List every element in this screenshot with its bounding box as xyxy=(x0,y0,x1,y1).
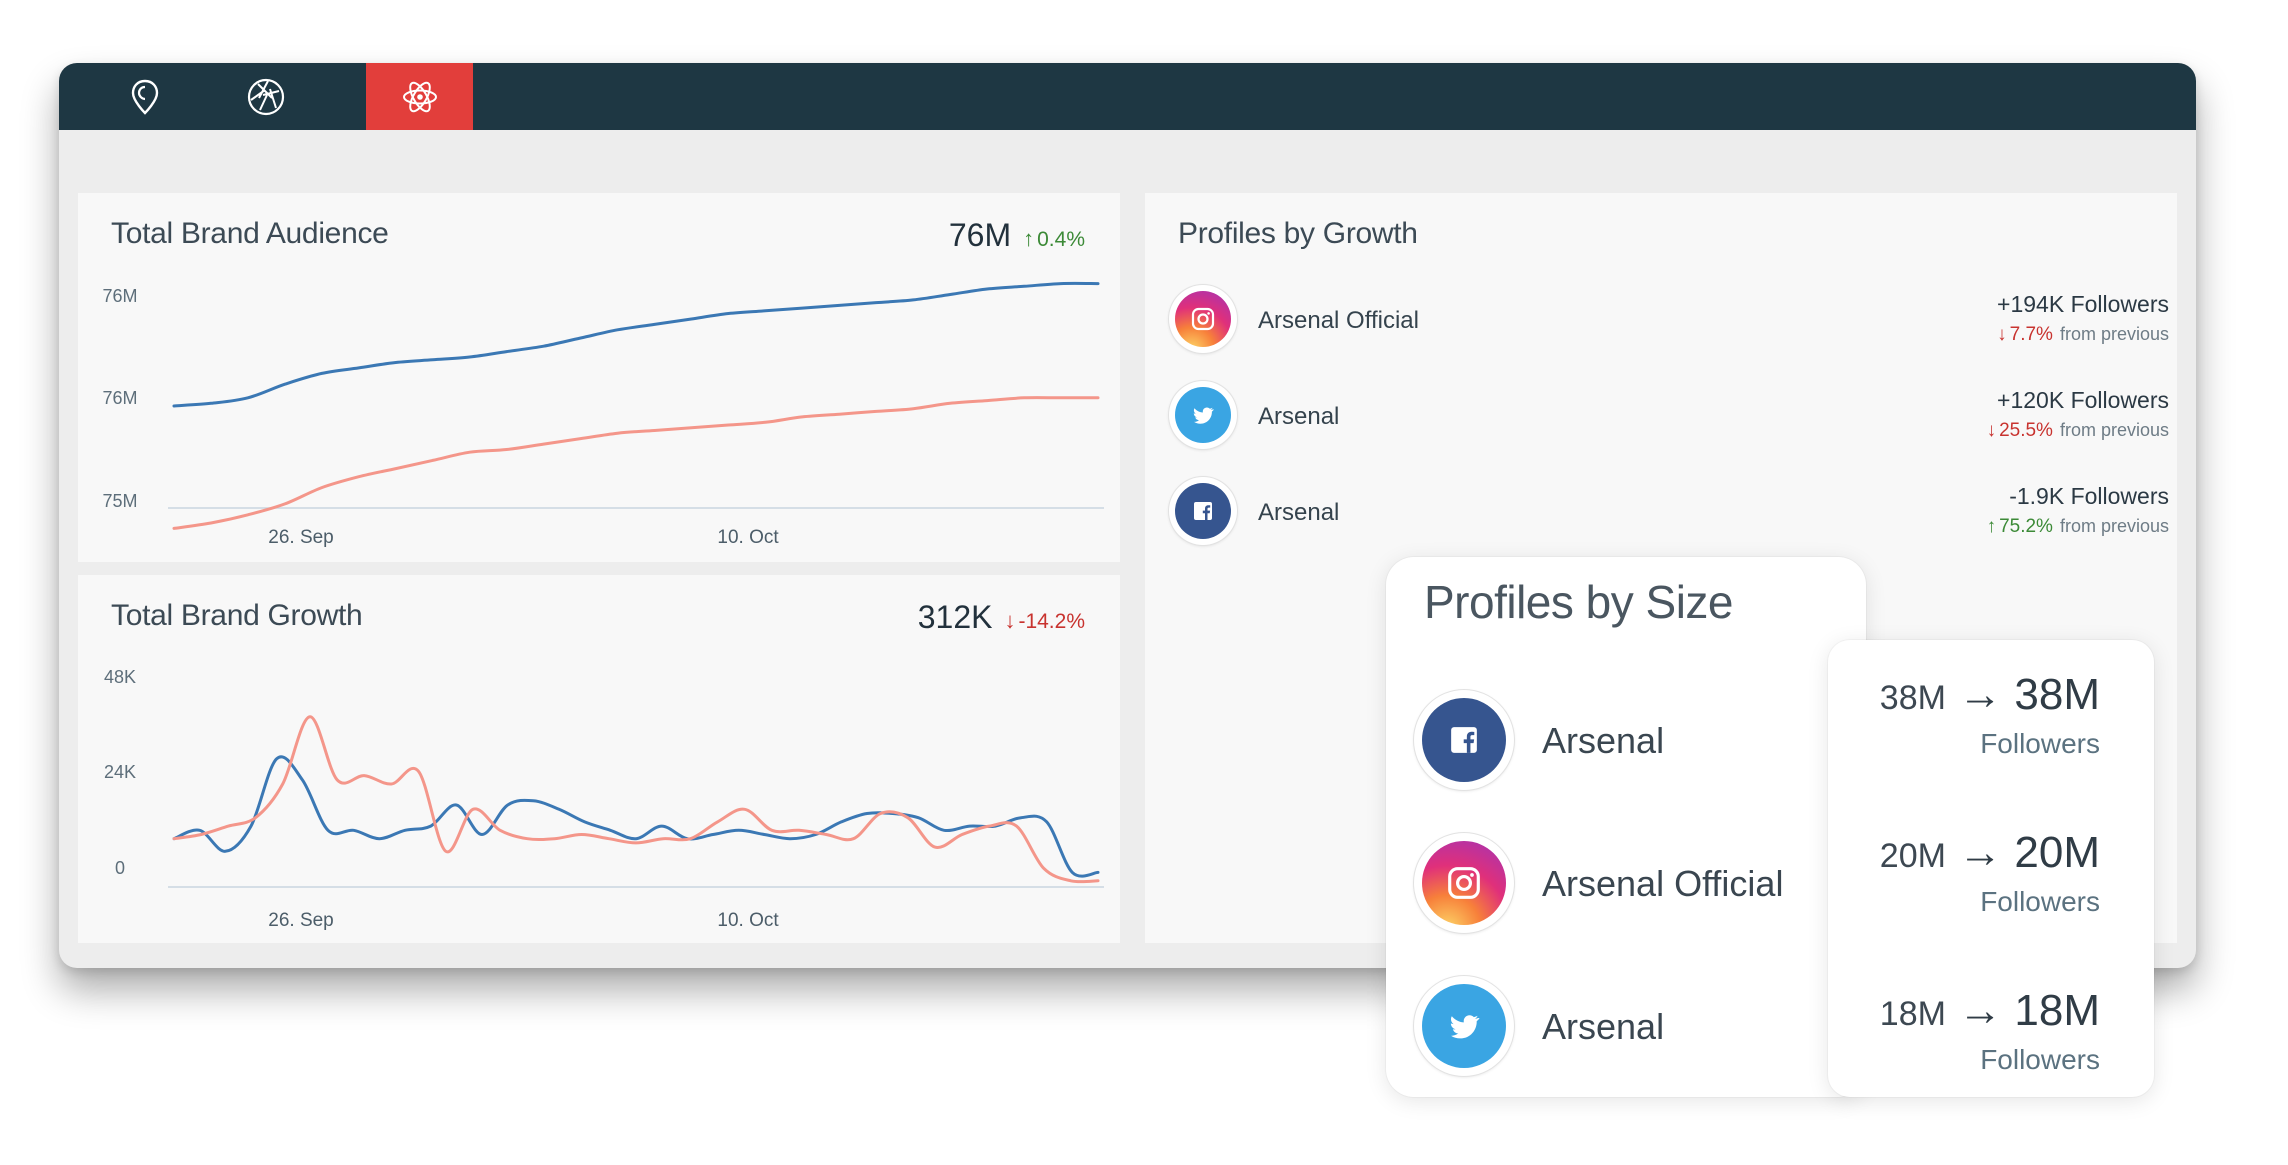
audience-panel: Total Brand Audience 76M ↑ 0.4% 76M 76M 75M… xyxy=(78,193,1120,562)
arrow-down-icon: ↓ xyxy=(1997,324,2007,345)
size-row-facebook[interactable]: Arsenal xyxy=(1414,690,1854,790)
size-row-twitter[interactable]: Arsenal xyxy=(1414,976,1854,1076)
profile-avatar xyxy=(1169,477,1237,545)
series-line-1 xyxy=(172,755,1100,878)
arrow-up-icon: ↑ xyxy=(1023,226,1035,251)
arrow-right-icon: → xyxy=(1958,986,2003,1035)
growth-value: 312K xyxy=(917,599,993,635)
x-tick-label: 26. Sep xyxy=(268,910,334,931)
profiles-size-followers-card: 38M → 38M Followers 20M → 20M Followers … xyxy=(1828,640,2154,1097)
nav-item-location[interactable] xyxy=(91,63,198,130)
nav-item-aperture[interactable] xyxy=(212,63,319,130)
growth-metric: 312K ↓ -14.2% xyxy=(918,599,1085,636)
audience-line-chart: 76M 76M 75M 26. Sep 10. Oct xyxy=(102,281,1104,548)
profiles-growth-title: Profiles by Growth xyxy=(1178,217,1418,250)
followers-label: Followers xyxy=(1980,886,2100,917)
profile-name: Arsenal xyxy=(1258,403,1340,430)
followers-label: Followers xyxy=(1980,728,2100,759)
profile-avatar xyxy=(1169,285,1237,353)
size-stat-facebook: 38M → 38M Followers xyxy=(1879,670,2100,759)
followers-gain: -1.9K Followers xyxy=(2009,483,2169,509)
profile-growth-stats: +120K Followers ↓ 25.5% from previous xyxy=(1987,387,2169,442)
y-tick-label: 76M xyxy=(102,388,137,408)
growth-title: Total Brand Growth xyxy=(111,599,363,632)
profile-growth-stats: +194K Followers ↓ 7.7% from previous xyxy=(1997,291,2169,346)
x-tick-label: 10. Oct xyxy=(717,527,779,548)
profile-name: Arsenal Official xyxy=(1542,863,1784,904)
audience-metric: 76M ↑ 0.4% xyxy=(949,217,1085,254)
facebook-icon xyxy=(1451,727,1477,753)
y-tick-label: 75M xyxy=(102,491,137,511)
y-tick-label: 0 xyxy=(115,858,125,878)
growth-change: ↓ -14.2% xyxy=(1004,608,1085,633)
change-badge: ↓ 25.5% from previous xyxy=(1986,420,2169,441)
growth-row-instagram[interactable]: Arsenal Official +194K Followers ↓ 7.7% fr… xyxy=(1169,285,2169,355)
instagram-icon xyxy=(1448,867,1480,899)
followers-label: Followers xyxy=(1980,1044,2100,1075)
change-badge: ↓ 7.7% from previous xyxy=(1997,324,2169,345)
growth-panel: Total Brand Growth 312K ↓ -14.2% 48K 24K 0 2… xyxy=(78,575,1120,943)
series-line-2 xyxy=(172,715,1100,884)
profiles-size-card: Profiles by Size Arsenal Arsenal Officia… xyxy=(1386,557,1866,1097)
profile-growth-stats: -1.9K Followers ↑ 75.2% from previous xyxy=(1987,483,2169,538)
growth-row-facebook[interactable]: Arsenal -1.9K Followers ↑ 75.2% from previ… xyxy=(1169,477,2169,547)
profile-name: Arsenal xyxy=(1542,1006,1665,1047)
aperture-icon xyxy=(247,78,284,115)
profile-avatar xyxy=(1169,381,1237,449)
arrow-down-icon: ↓ xyxy=(1986,420,1997,441)
audience-value: 76M xyxy=(948,217,1012,253)
change-badge: ↑ 75.2% from previous xyxy=(1986,516,2169,537)
size-stat-instagram: 20M → 20M Followers xyxy=(1879,828,2100,917)
arrow-right-icon: → xyxy=(1958,670,2003,719)
followers-gain: +120K Followers xyxy=(1997,387,2169,413)
facebook-icon xyxy=(1194,502,1212,520)
y-tick-label: 48K xyxy=(104,667,136,687)
top-navigation-bar xyxy=(59,63,2196,130)
arrow-right-icon: → xyxy=(1958,828,2003,877)
growth-line-chart: 48K 24K 0 26. Sep 10. Oct xyxy=(104,667,1104,931)
nav-item-atom[interactable] xyxy=(366,63,473,130)
profile-avatar xyxy=(1414,690,1514,790)
instagram-icon xyxy=(1191,307,1215,331)
y-tick-label: 76M xyxy=(102,286,137,306)
series-line-2 xyxy=(172,396,1100,530)
audience-title: Total Brand Audience xyxy=(111,217,389,250)
series-line-1 xyxy=(172,281,1100,408)
twitter-bird-icon xyxy=(1450,1015,1480,1039)
arrow-down-icon: ↓ xyxy=(1004,608,1016,633)
y-tick-label: 24K xyxy=(104,762,136,782)
size-stat-twitter: 18M → 18M Followers xyxy=(1879,986,2100,1075)
profile-name: Arsenal xyxy=(1542,720,1665,761)
arrow-up-icon: ↑ xyxy=(1986,516,1997,537)
profile-avatar xyxy=(1414,833,1514,933)
audience-change: ↑ 0.4% xyxy=(1023,226,1085,251)
profile-name: Arsenal Official xyxy=(1258,307,1419,334)
x-tick-label: 26. Sep xyxy=(268,527,334,548)
twitter-bird-icon xyxy=(1193,407,1214,424)
size-row-instagram[interactable]: Arsenal Official xyxy=(1414,833,1854,933)
location-pin-icon xyxy=(131,79,158,115)
profiles-size-title: Profiles by Size xyxy=(1424,576,1734,628)
growth-row-twitter[interactable]: Arsenal +120K Followers ↓ 25.5% from previ… xyxy=(1169,381,2169,451)
profile-avatar xyxy=(1414,976,1514,1076)
x-tick-label: 10. Oct xyxy=(717,910,779,931)
atom-icon xyxy=(402,81,437,112)
followers-gain: +194K Followers xyxy=(1997,291,2169,317)
profile-name: Arsenal xyxy=(1258,499,1340,526)
